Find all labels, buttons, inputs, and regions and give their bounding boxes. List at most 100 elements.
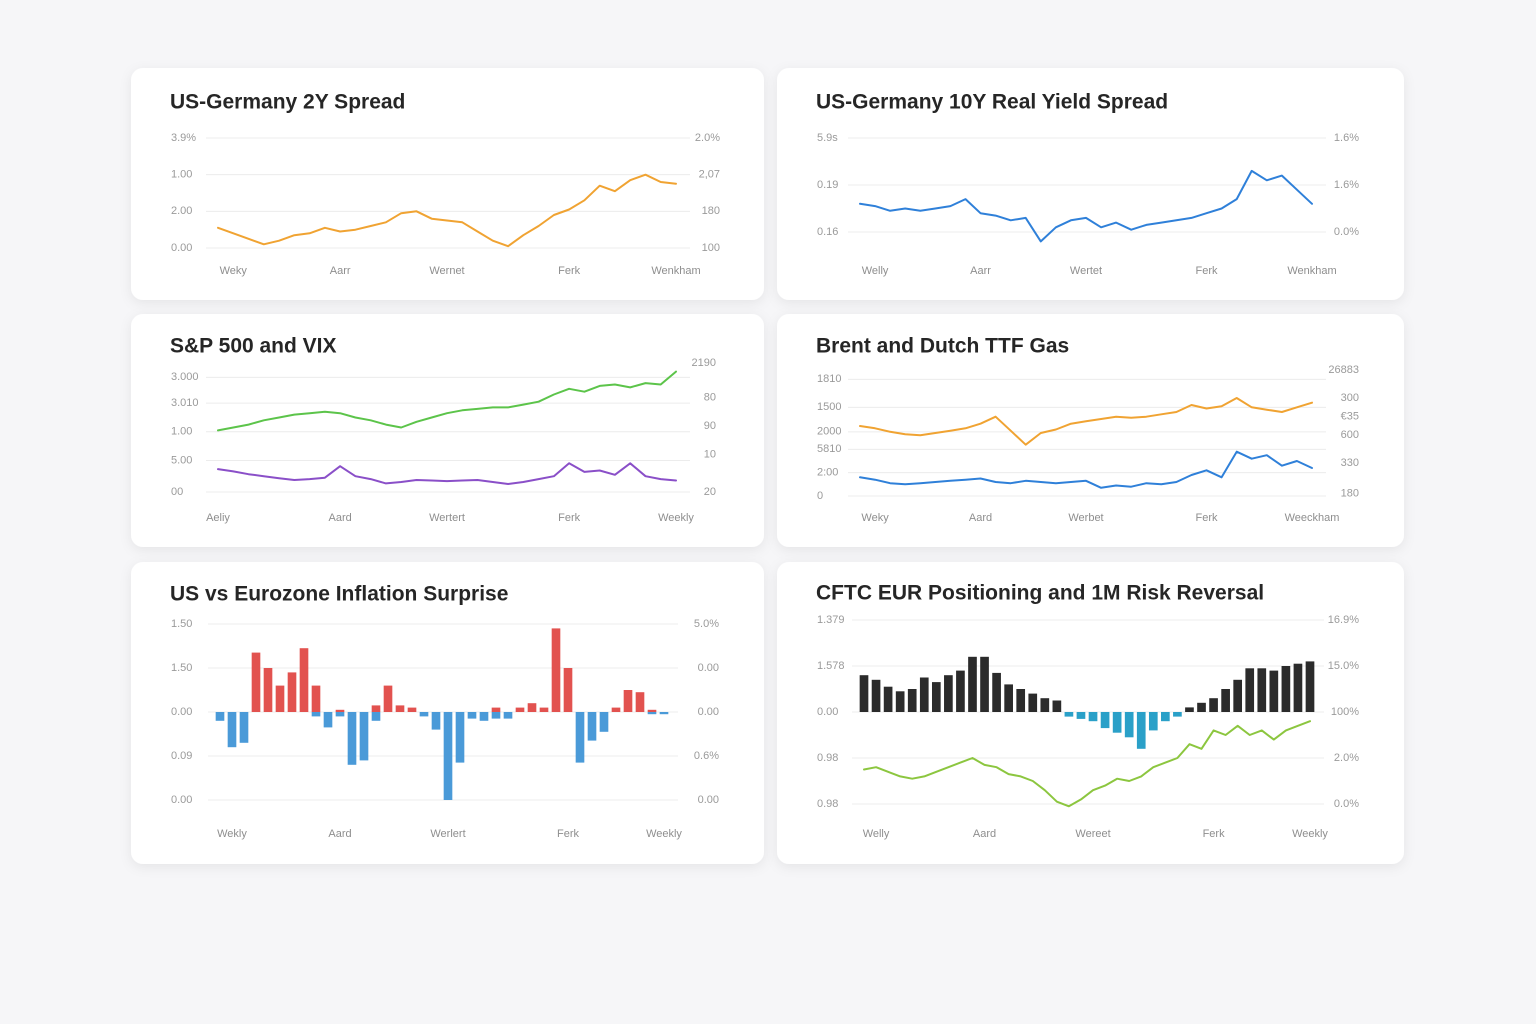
bar xyxy=(371,705,381,712)
bar xyxy=(455,712,465,763)
bar xyxy=(1161,712,1170,722)
y-tick-label: 0.98 xyxy=(817,752,838,764)
y2-tick-label: 600 xyxy=(1341,429,1359,441)
y-tick-label: 0.00 xyxy=(817,706,838,718)
line-series xyxy=(859,397,1313,446)
y2-tick-label: 2,07 xyxy=(699,169,720,181)
card xyxy=(777,68,1404,300)
bar xyxy=(1088,712,1098,722)
x-tick-label: Weekly xyxy=(646,828,682,840)
chart-title: US-Germany 10Y Real Yield Spread xyxy=(816,91,1168,114)
bar xyxy=(1173,712,1182,717)
y-tick-label: 3.9% xyxy=(171,132,196,144)
bar xyxy=(944,675,953,712)
y2-tick-label: 0.6% xyxy=(694,750,719,762)
bar xyxy=(491,712,501,719)
bar xyxy=(251,652,261,712)
x-tick-label: Ferk xyxy=(557,828,580,840)
bar xyxy=(323,712,333,728)
y-tick-label: 2.00 xyxy=(171,205,192,217)
bar xyxy=(1040,698,1050,712)
bar xyxy=(587,712,597,741)
bar xyxy=(311,685,321,712)
y-tick-label: 1.00 xyxy=(171,426,192,438)
line-series xyxy=(217,370,677,432)
line-series xyxy=(863,720,1311,808)
y-tick-label: 0.09 xyxy=(171,750,192,762)
bar xyxy=(275,685,285,712)
x-tick-label: Werbet xyxy=(1068,512,1103,524)
bar xyxy=(1221,689,1230,712)
y-tick-label: 1.50 xyxy=(171,662,192,674)
bar xyxy=(1148,712,1158,731)
y-tick-label: 5.9s xyxy=(817,132,838,144)
x-tick-label: Wernet xyxy=(429,265,464,277)
x-tick-label: Aarr xyxy=(330,265,351,277)
bar xyxy=(551,628,561,712)
bar xyxy=(1112,712,1122,733)
y-tick-label: 2000 xyxy=(817,426,841,438)
y-tick-label: 0.00 xyxy=(171,794,192,806)
bar xyxy=(1257,668,1267,712)
x-tick-label: Weekly xyxy=(1292,828,1328,840)
x-tick-label: Ferk xyxy=(1196,265,1219,277)
bar xyxy=(980,656,989,712)
bar xyxy=(383,685,393,712)
chart-title: CFTC EUR Positioning and 1M Risk Reversa… xyxy=(816,582,1264,605)
bar xyxy=(347,712,357,765)
bar xyxy=(1197,702,1206,712)
y-tick-label: 00 xyxy=(171,486,183,498)
x-tick-label: Aard xyxy=(328,828,351,840)
chart-title: Brent and Dutch TTF Gas xyxy=(816,335,1069,358)
x-tick-label: Aard xyxy=(969,512,992,524)
bar xyxy=(1305,661,1315,712)
y-tick-label: 0.00 xyxy=(171,706,192,718)
bar xyxy=(623,690,633,712)
bar xyxy=(491,707,501,712)
y2-tick-label: 180 xyxy=(702,205,720,217)
y2-tick-label: 1.6% xyxy=(1334,179,1359,191)
line-series xyxy=(859,450,1313,489)
bar xyxy=(443,712,453,800)
y2-tick-label: 330 xyxy=(1341,457,1359,469)
bar xyxy=(956,670,965,712)
y2-tick-label: 0.00 xyxy=(698,706,719,718)
bar xyxy=(1281,666,1291,712)
x-tick-label: Wertert xyxy=(429,512,465,524)
bar xyxy=(479,712,489,721)
bar xyxy=(931,682,941,712)
y-tick-label: 1.578 xyxy=(817,660,845,672)
bar xyxy=(1269,670,1279,712)
bar xyxy=(239,712,249,743)
bar xyxy=(968,656,977,712)
bar xyxy=(1136,712,1146,749)
x-tick-label: Ferk xyxy=(1203,828,1226,840)
bar xyxy=(1076,712,1086,719)
bar xyxy=(263,668,273,712)
x-tick-label: Weekly xyxy=(658,512,694,524)
bar xyxy=(311,712,321,717)
y2-tick-label: 0.00 xyxy=(698,794,719,806)
y-tick-label: 0.98 xyxy=(817,798,838,810)
bar xyxy=(859,675,869,712)
y2-tick-label: 2.0% xyxy=(695,132,720,144)
bar xyxy=(335,712,345,717)
y2-tick-label: 0.00 xyxy=(698,662,719,674)
bar xyxy=(419,712,429,717)
bar xyxy=(467,712,477,719)
y2-tick-label: 5.0% xyxy=(694,618,719,630)
bar xyxy=(1100,712,1110,729)
x-tick-label: Wenkham xyxy=(651,265,700,277)
y2-tick-label: 100 xyxy=(702,242,720,254)
bar xyxy=(359,712,369,761)
bar xyxy=(227,712,237,748)
x-tick-label: Wenkham xyxy=(1287,265,1336,277)
bar xyxy=(1016,689,1026,712)
bar xyxy=(527,703,537,712)
bar xyxy=(635,692,645,712)
bar xyxy=(503,712,513,719)
x-tick-label: Aard xyxy=(329,512,352,524)
x-tick-label: Aeliy xyxy=(206,512,230,524)
x-tick-label: Aarr xyxy=(970,265,991,277)
